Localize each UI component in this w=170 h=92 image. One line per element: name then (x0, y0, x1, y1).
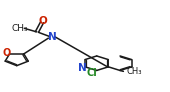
Text: N: N (48, 32, 56, 42)
Text: CH₃: CH₃ (12, 24, 28, 33)
Text: O: O (39, 16, 48, 26)
Text: O: O (2, 48, 11, 58)
Text: CH₃: CH₃ (126, 67, 142, 76)
Text: Cl: Cl (86, 68, 97, 78)
Text: N: N (78, 63, 86, 73)
